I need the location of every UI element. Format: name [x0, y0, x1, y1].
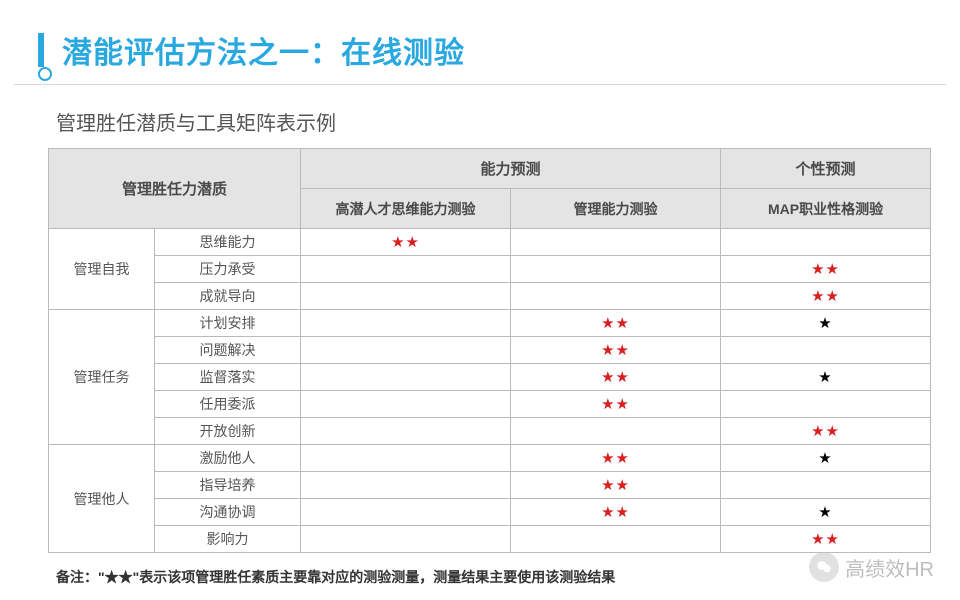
row-label: 压力承受	[155, 256, 301, 283]
matrix-cell	[721, 472, 931, 499]
matrix-cell	[301, 472, 511, 499]
test-col-0: 高潜人才思维能力测验	[301, 189, 511, 229]
matrix-cell: ★★	[721, 526, 931, 553]
star-secondary-icon: ★	[818, 369, 832, 386]
matrix-cell	[721, 337, 931, 364]
matrix-cell	[721, 391, 931, 418]
matrix-cell: ★★	[721, 256, 931, 283]
matrix-cell	[301, 310, 511, 337]
table-header: 管理胜任力潜质 能力预测 个性预测 高潜人才思维能力测验 管理能力测验 MAP职…	[49, 149, 931, 229]
matrix-cell: ★★	[301, 229, 511, 256]
subtitle: 管理胜任潜质与工具矩阵表示例	[56, 107, 960, 136]
star-primary-icon: ★★	[601, 315, 630, 332]
row-label: 成就导向	[155, 283, 301, 310]
matrix-cell: ★★	[511, 391, 721, 418]
star-primary-icon: ★★	[601, 477, 630, 494]
matrix-cell	[301, 337, 511, 364]
matrix-cell	[511, 526, 721, 553]
table-row: 沟通协调★★★	[49, 499, 931, 526]
row-group-label: 管理他人	[49, 445, 155, 553]
matrix-cell	[301, 391, 511, 418]
table-body: 管理自我思维能力★★压力承受★★成就导向★★管理任务计划安排★★★问题解决★★监…	[49, 229, 931, 553]
star-primary-icon: ★★	[601, 369, 630, 386]
corner-header: 管理胜任力潜质	[49, 149, 301, 229]
table-row: 成就导向 ★★	[49, 283, 931, 310]
matrix-cell: ★★	[511, 445, 721, 472]
row-group-label: 管理任务	[49, 310, 155, 445]
table-row: 影响力 ★★	[49, 526, 931, 553]
row-label: 激励他人	[155, 445, 301, 472]
watermark-text: 高绩效HR	[845, 553, 934, 582]
star-primary-icon: ★★	[811, 288, 840, 305]
row-label: 问题解决	[155, 337, 301, 364]
row-label: 任用委派	[155, 391, 301, 418]
row-label: 影响力	[155, 526, 301, 553]
table-row: 压力承受 ★★	[49, 256, 931, 283]
row-label: 开放创新	[155, 418, 301, 445]
watermark: 高绩效HR	[809, 552, 934, 582]
top-group-ability: 能力预测	[301, 149, 721, 189]
star-primary-icon: ★★	[391, 234, 420, 251]
matrix-cell	[511, 256, 721, 283]
table-row: 任用委派 ★★	[49, 391, 931, 418]
row-label: 沟通协调	[155, 499, 301, 526]
matrix-cell: ★★	[511, 337, 721, 364]
row-label: 监督落实	[155, 364, 301, 391]
matrix-cell: ★★	[511, 472, 721, 499]
matrix-cell: ★	[721, 310, 931, 337]
matrix-cell: ★★	[511, 310, 721, 337]
table-row: 管理他人激励他人★★★	[49, 445, 931, 472]
matrix-cell	[511, 229, 721, 256]
matrix-cell	[721, 229, 931, 256]
matrix-cell	[301, 499, 511, 526]
matrix-cell: ★★	[721, 418, 931, 445]
competency-matrix-table: 管理胜任力潜质 能力预测 个性预测 高潜人才思维能力测验 管理能力测验 MAP职…	[48, 148, 931, 553]
wechat-icon	[809, 552, 839, 582]
matrix-cell	[301, 364, 511, 391]
row-group-label: 管理自我	[49, 229, 155, 310]
star-primary-icon: ★★	[601, 450, 630, 467]
matrix-cell	[301, 418, 511, 445]
star-primary-icon: ★★	[811, 423, 840, 440]
test-col-1: 管理能力测验	[511, 189, 721, 229]
accent-marker	[38, 33, 44, 67]
matrix-cell	[301, 445, 511, 472]
row-label: 思维能力	[155, 229, 301, 256]
matrix-cell	[511, 283, 721, 310]
star-secondary-icon: ★	[818, 504, 832, 521]
test-col-2: MAP职业性格测验	[721, 189, 931, 229]
matrix-cell	[511, 418, 721, 445]
table-row: 指导培养 ★★	[49, 472, 931, 499]
star-secondary-icon: ★	[818, 450, 832, 467]
row-label: 指导培养	[155, 472, 301, 499]
matrix-cell: ★★	[511, 364, 721, 391]
table-row: 问题解决 ★★	[49, 337, 931, 364]
table-row: 开放创新 ★★	[49, 418, 931, 445]
star-secondary-icon: ★	[818, 315, 832, 332]
star-primary-icon: ★★	[601, 396, 630, 413]
star-primary-icon: ★★	[601, 504, 630, 521]
title-bar: 潜能评估方法之一：在线测验	[14, 0, 946, 85]
top-group-personality: 个性预测	[721, 149, 931, 189]
matrix-cell: ★★	[511, 499, 721, 526]
matrix-cell: ★★	[721, 283, 931, 310]
table-row: 监督落实★★★	[49, 364, 931, 391]
matrix-cell	[301, 526, 511, 553]
table-row: 管理自我思维能力★★	[49, 229, 931, 256]
star-primary-icon: ★★	[601, 342, 630, 359]
star-primary-icon: ★★	[811, 261, 840, 278]
star-primary-icon: ★★	[811, 531, 840, 548]
page-title: 潜能评估方法之一：在线测验	[62, 28, 465, 72]
matrix-cell: ★	[721, 499, 931, 526]
matrix-cell: ★	[721, 445, 931, 472]
matrix-cell: ★	[721, 364, 931, 391]
row-label: 计划安排	[155, 310, 301, 337]
matrix-cell	[301, 256, 511, 283]
table-row: 管理任务计划安排★★★	[49, 310, 931, 337]
matrix-cell	[301, 283, 511, 310]
